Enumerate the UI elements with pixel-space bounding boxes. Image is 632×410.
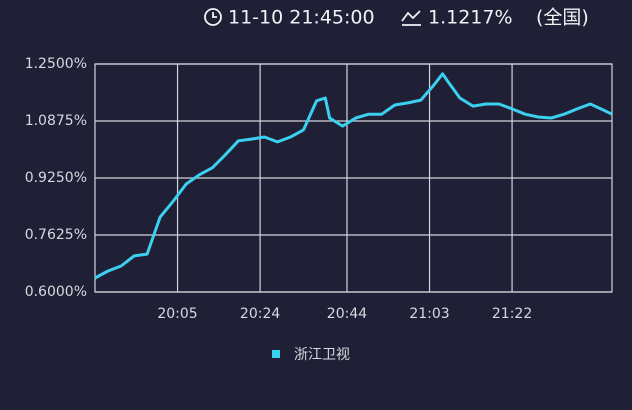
legend-swatch xyxy=(272,350,280,358)
x-tick-label: 21:03 xyxy=(409,306,449,322)
y-tick-label: 0.7625% xyxy=(25,227,87,243)
y-tick-label: 0.6000% xyxy=(25,284,87,300)
x-tick-label: 20:44 xyxy=(327,306,367,322)
series-line xyxy=(94,72,613,280)
trend-icon xyxy=(401,10,421,26)
header-scope: (全国) xyxy=(536,7,589,29)
header-time: 11-10 21:45:00 xyxy=(228,7,375,29)
legend-label: 浙江卫视 xyxy=(294,347,350,363)
x-tick-label: 20:05 xyxy=(157,306,197,322)
header-rating: 1.1217% xyxy=(428,7,513,29)
y-tick-label: 1.0875% xyxy=(25,113,87,129)
y-tick-label: 1.2500% xyxy=(25,56,87,72)
x-tick-label: 20:24 xyxy=(240,306,280,322)
y-tick-label: 0.9250% xyxy=(25,170,87,186)
clock-icon xyxy=(204,8,222,26)
x-tick-label: 21:22 xyxy=(492,306,532,322)
